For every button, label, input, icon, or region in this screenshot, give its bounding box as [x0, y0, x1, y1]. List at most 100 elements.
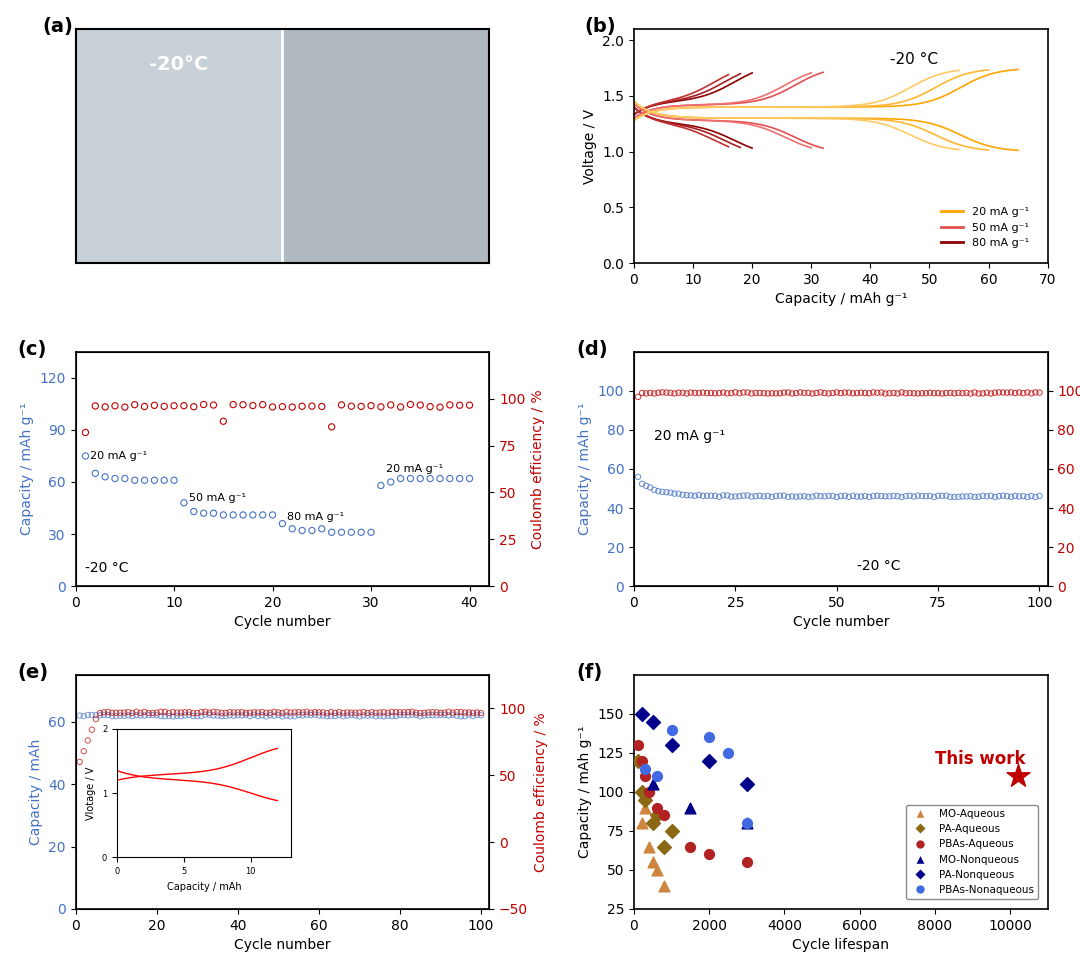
Point: [254, 704, 271, 719]
MO-Aqueous: [648, 863, 665, 878]
Point: [225, 705, 242, 720]
Point: [160, 705, 177, 720]
Point: [402, 396, 419, 412]
Point: [117, 399, 134, 415]
PA-Nonqueous: [738, 777, 755, 792]
Point: [901, 385, 918, 400]
Point: [176, 708, 193, 723]
X-axis label: Cycle lifespan: Cycle lifespan: [793, 938, 889, 952]
Point: [302, 708, 320, 723]
Point: [273, 705, 291, 720]
Point: [400, 708, 417, 723]
Point: [77, 425, 94, 440]
Point: [444, 705, 461, 720]
Point: [1007, 488, 1024, 504]
Point: [173, 709, 190, 724]
Point: [917, 386, 934, 401]
Point: [718, 487, 735, 503]
Point: [808, 488, 825, 504]
Point: [1027, 385, 1044, 400]
Point: [335, 709, 352, 724]
Legend: 20 mA g⁻¹, 50 mA g⁻¹, 80 mA g⁻¹: 20 mA g⁻¹, 50 mA g⁻¹, 80 mA g⁻¹: [936, 203, 1034, 252]
PBAs-Aqueous: [681, 838, 699, 854]
Point: [351, 709, 368, 724]
Point: [431, 471, 448, 486]
Point: [815, 385, 833, 400]
Point: [127, 704, 145, 719]
Point: [95, 705, 112, 720]
Point: [373, 478, 390, 493]
Text: 50 mA g⁻¹: 50 mA g⁻¹: [189, 493, 246, 503]
PBAs-Nonaqueous: [648, 769, 665, 784]
Point: [901, 488, 918, 504]
Point: [120, 704, 137, 719]
Point: [686, 385, 703, 400]
Point: [978, 488, 996, 504]
Point: [144, 705, 161, 720]
Point: [416, 708, 433, 723]
Point: [382, 397, 400, 413]
Point: [974, 488, 991, 504]
Point: [783, 386, 800, 401]
Point: [249, 709, 267, 724]
Point: [157, 709, 174, 724]
Point: [411, 397, 429, 413]
Point: [751, 385, 768, 400]
PBAs-Aqueous: [701, 847, 718, 863]
Point: [775, 385, 793, 400]
Text: -20 °C: -20 °C: [85, 561, 129, 575]
Point: [642, 385, 659, 400]
Point: [180, 704, 198, 719]
Y-axis label: Capacity / mAh g⁻¹: Capacity / mAh g⁻¹: [19, 402, 33, 536]
Point: [743, 386, 760, 401]
Point: [897, 488, 915, 504]
Point: [411, 471, 429, 486]
Point: [104, 705, 121, 720]
Point: [71, 708, 89, 723]
PBAs-Aqueous: [636, 769, 653, 784]
Point: [771, 386, 788, 401]
Point: [759, 386, 777, 401]
Point: [933, 488, 950, 504]
Point: [978, 385, 996, 400]
Point: [176, 705, 193, 720]
Point: [1018, 489, 1036, 505]
Point: [690, 487, 707, 503]
Point: [160, 708, 177, 723]
Point: [352, 524, 369, 540]
Point: [799, 385, 816, 400]
Point: [108, 709, 125, 724]
X-axis label: Capacity / mAh g⁻¹: Capacity / mAh g⁻¹: [774, 292, 907, 307]
Point: [83, 707, 100, 722]
Point: [225, 708, 242, 723]
Point: [739, 487, 756, 503]
Point: [144, 707, 161, 722]
Point: [342, 707, 360, 722]
PA-Nonqueous: [663, 738, 680, 753]
Point: [363, 524, 380, 540]
Point: [780, 489, 797, 505]
Point: [464, 705, 482, 720]
Point: [217, 705, 234, 720]
Point: [294, 708, 311, 723]
Point: [933, 386, 950, 401]
Point: [946, 386, 963, 401]
Point: [921, 385, 939, 400]
Point: [868, 488, 886, 504]
Point: [310, 705, 327, 720]
Point: [225, 508, 242, 523]
Point: [266, 708, 283, 723]
PBAs-Aqueous: [633, 753, 650, 769]
Point: [974, 386, 991, 401]
Point: [373, 399, 390, 415]
Point: [273, 515, 291, 531]
Point: [407, 707, 424, 722]
Point: [339, 705, 356, 720]
Point: [881, 488, 899, 504]
PA-Aqueous: [663, 823, 680, 838]
Point: [355, 704, 373, 719]
Point: [666, 386, 684, 401]
Point: [942, 385, 959, 400]
Point: [95, 707, 112, 722]
Point: [650, 484, 667, 499]
